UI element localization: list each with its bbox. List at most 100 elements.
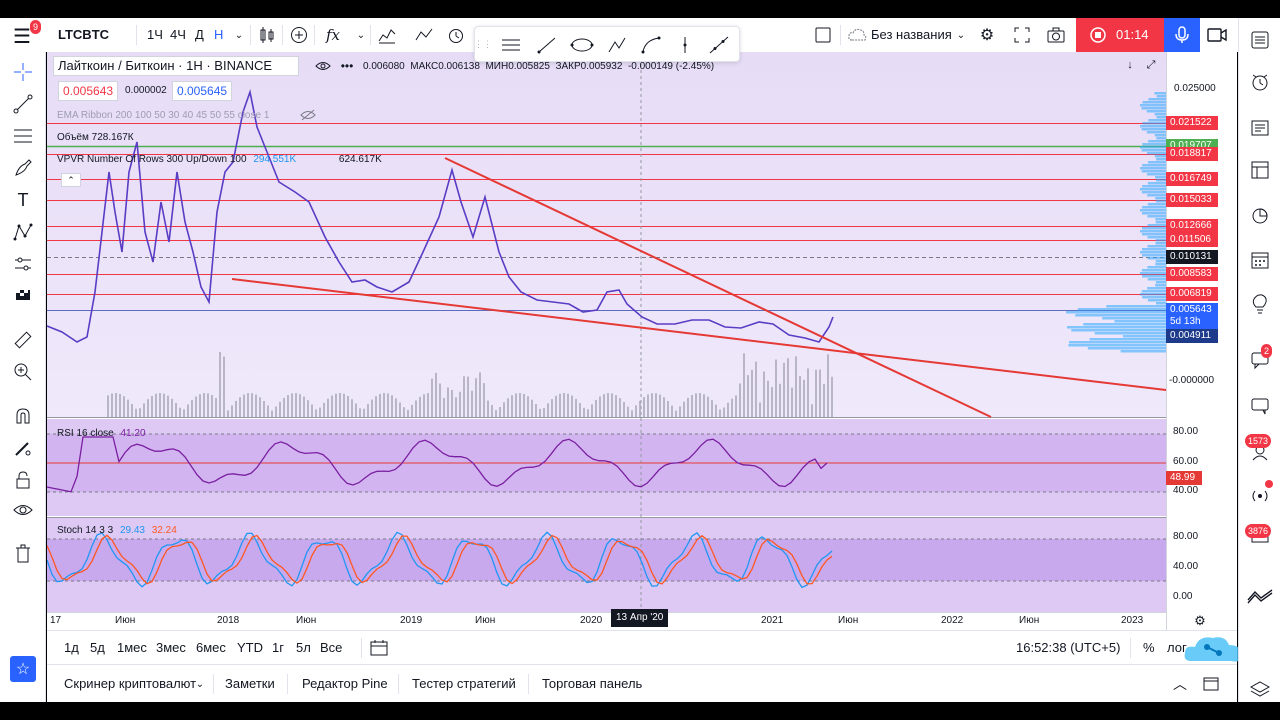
symbol-search[interactable]: LTCBTC — [58, 27, 110, 42]
interval-4h[interactable]: 4Ч — [170, 27, 186, 42]
eye-icon[interactable] — [11, 498, 35, 522]
volume-bar — [387, 393, 389, 417]
range-5y[interactable]: 5л — [296, 640, 311, 655]
record-button[interactable]: 01:14 — [1076, 18, 1164, 52]
range-5d[interactable]: 5д — [90, 640, 105, 655]
tab-crypto-screener[interactable]: Скринер криптовалют — [64, 676, 197, 691]
clock[interactable]: 16:52:38 (UTC+5) — [1016, 640, 1121, 655]
volume-bar — [123, 396, 125, 417]
volume-profile-bar — [1142, 254, 1166, 257]
arrow-down-icon[interactable]: ↓ — [1127, 59, 1133, 71]
percent-toggle[interactable]: % — [1143, 640, 1155, 655]
messages-icon[interactable] — [1247, 394, 1273, 418]
streams-icon[interactable] — [1247, 484, 1273, 508]
range-1y[interactable]: 1г — [272, 640, 284, 655]
chart-canvas[interactable] — [47, 52, 1237, 630]
tab-strategy-tester[interactable]: Тестер стратегий — [412, 676, 516, 691]
ray-icon[interactable] — [535, 34, 559, 56]
text-icon[interactable]: T — [17, 189, 29, 210]
zoom-in-icon[interactable] — [11, 360, 35, 384]
news-icon[interactable] — [1247, 116, 1273, 140]
range-3m[interactable]: 3мес — [156, 640, 186, 655]
ask-price[interactable]: 0.005645 — [172, 81, 233, 101]
hotlist-icon[interactable] — [1247, 204, 1273, 228]
alarm-clock-icon[interactable] — [1247, 70, 1273, 94]
volume-profile-bar — [1142, 227, 1166, 230]
curve-icon[interactable] — [639, 34, 663, 56]
chevron-down-icon[interactable]: ⌄ — [356, 29, 366, 41]
bid-price[interactable]: 0.005643 — [58, 81, 119, 101]
chevron-down-icon[interactable]: ⌄ — [195, 678, 205, 690]
range-all[interactable]: Все — [320, 640, 343, 655]
eye-icon[interactable] — [313, 58, 333, 74]
pencil-lock-icon[interactable] — [11, 436, 35, 460]
brush-icon[interactable] — [11, 156, 35, 180]
range-ytd[interactable]: YTD — [237, 640, 263, 655]
range-1m[interactable]: 1мес — [117, 640, 147, 655]
trend-line-icon[interactable] — [11, 92, 35, 116]
collapse-legend-button[interactable]: ⌃ — [61, 173, 81, 187]
volume-bar — [687, 397, 689, 417]
microphone-button[interactable] — [1164, 18, 1200, 52]
range-1d[interactable]: 1д — [64, 640, 79, 655]
tab-notes[interactable]: Заметки — [225, 676, 275, 691]
chat-icon[interactable] — [1247, 348, 1273, 372]
pattern-icon[interactable] — [11, 220, 35, 244]
chart-area[interactable]: Лайткоин / Биткоин · 1H · BINANCE ••• 0.… — [47, 52, 1237, 630]
alert-icon[interactable] — [445, 24, 467, 46]
path-icon[interactable] — [605, 34, 629, 56]
more-icon[interactable]: ••• — [340, 59, 354, 73]
magnet-icon[interactable] — [11, 404, 35, 428]
fib-retracement-icon[interactable] — [11, 124, 35, 148]
interval-1h[interactable]: 1Ч — [147, 27, 163, 42]
checkbox-icon[interactable] — [812, 24, 834, 46]
calendar-icon[interactable] — [1247, 248, 1273, 272]
log-toggle[interactable]: лог — [1167, 640, 1187, 655]
chevron-down-icon[interactable]: ⌄ — [234, 29, 244, 41]
candles-icon[interactable] — [256, 24, 278, 46]
ellipse-icon[interactable] — [569, 34, 595, 56]
chevron-up-icon[interactable]: ︿ — [1173, 676, 1187, 692]
chart-type-icon[interactable] — [413, 24, 435, 46]
symbol-legend[interactable]: Лайткоин / Биткоин · 1H · BINANCE — [53, 56, 299, 76]
chart-sync-icon[interactable] — [1245, 584, 1275, 608]
menu-icon[interactable]: ☰ — [13, 25, 31, 48]
layout-name[interactable]: Без названия — [871, 27, 952, 42]
ideas-bulb-icon[interactable] — [1247, 292, 1273, 316]
gear-icon[interactable]: ⚙ — [1194, 613, 1206, 628]
camera-icon[interactable] — [1045, 24, 1067, 46]
lines-icon[interactable] — [499, 34, 523, 56]
vertical-line-icon[interactable] — [673, 34, 697, 56]
trash-icon[interactable] — [11, 542, 35, 566]
add-compare-icon[interactable] — [288, 24, 310, 46]
hidden-eye-icon[interactable] — [299, 108, 317, 122]
drag-handle-icon[interactable]: ⋮⋮ — [474, 38, 492, 49]
maximize-icon[interactable] — [1202, 675, 1220, 693]
range-6m[interactable]: 6мес — [196, 640, 226, 655]
prediction-icon[interactable] — [11, 252, 35, 276]
financials-icon[interactable] — [376, 24, 398, 46]
tab-trading-panel[interactable]: Торговая панель — [542, 676, 643, 691]
chevron-down-icon[interactable]: ⌄ — [956, 29, 966, 41]
watchlist-icon[interactable] — [1247, 28, 1273, 52]
indicators-button[interactable]: fx — [326, 26, 341, 44]
lock-icon[interactable] — [11, 468, 35, 492]
volume-bar — [831, 376, 833, 417]
flag-icon[interactable] — [11, 284, 35, 308]
restore-icon[interactable]: ⤢ — [1146, 58, 1156, 71]
video-icon[interactable] — [1205, 24, 1229, 46]
data-window-icon[interactable] — [1247, 158, 1273, 182]
crosshair-icon[interactable] — [11, 60, 35, 84]
interval-day[interactable]: Д — [195, 27, 204, 42]
interval-week[interactable]: Н — [214, 27, 224, 42]
watchlist-star-button[interactable]: ☆ — [10, 656, 36, 682]
volume-bar — [363, 408, 365, 417]
gear-icon[interactable]: ⚙ — [979, 27, 995, 44]
date-range-icon[interactable] — [369, 639, 389, 657]
volume-bar — [631, 410, 633, 417]
tab-pine-editor[interactable]: Редактор Pine — [302, 676, 388, 691]
ruler-icon[interactable] — [11, 328, 35, 352]
layers-icon[interactable] — [1247, 680, 1273, 700]
fullscreen-icon[interactable] — [1011, 24, 1033, 46]
extended-line-icon[interactable] — [707, 34, 731, 56]
